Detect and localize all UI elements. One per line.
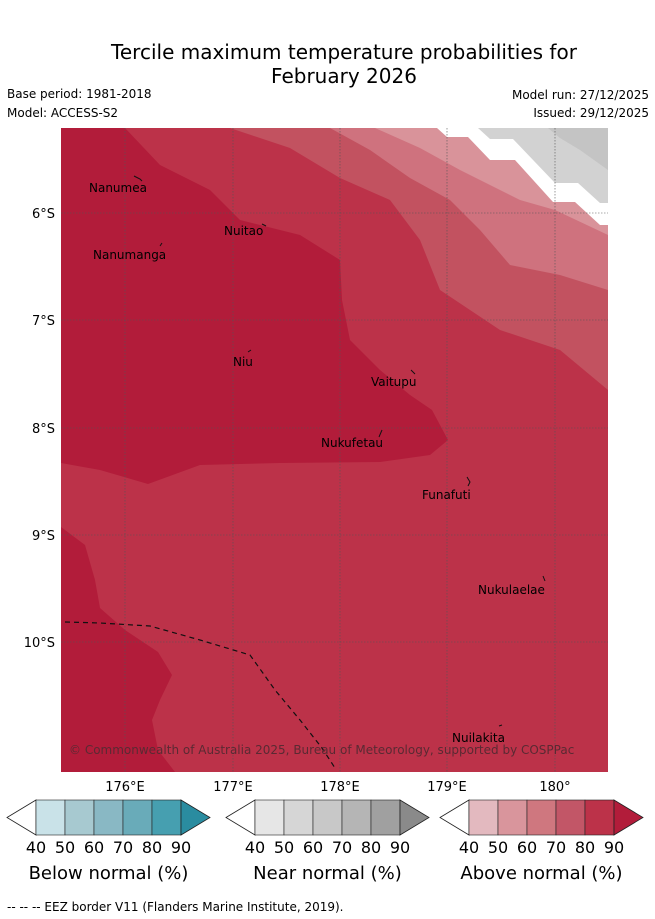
title-line-1: Tercile maximum temperature probabilitie… xyxy=(111,40,577,64)
issued-date: Issued: 29/12/2025 xyxy=(533,106,649,120)
island-nukulaelae xyxy=(542,575,546,582)
islands xyxy=(133,175,546,727)
legend-swatch xyxy=(370,799,401,836)
legend-tick-label: 50 xyxy=(54,838,76,857)
lon-label: 180° xyxy=(539,780,570,795)
lon-label: 176°E xyxy=(105,780,145,795)
legend-tick-label: 40 xyxy=(25,838,47,857)
legend-swatch xyxy=(254,799,285,836)
legend-tick-label: 60 xyxy=(516,838,538,857)
legend-tick-label: 80 xyxy=(360,838,382,857)
legend-tick-label: 90 xyxy=(170,838,192,857)
place-label: Nanumea xyxy=(89,181,147,195)
legend-title: Below normal (%) xyxy=(28,863,189,884)
region-near-50-60 xyxy=(548,128,608,170)
place-label: Nuilakita xyxy=(452,731,505,745)
place-label: Nukulaelae xyxy=(478,583,545,597)
island-nanumea xyxy=(133,175,143,182)
legend-swatch xyxy=(584,799,615,836)
map-title: Tercile maximum temperature probabilitie… xyxy=(0,40,655,88)
legend-tick-label: 70 xyxy=(112,838,134,857)
base-period: Base period: 1981-2018 xyxy=(7,87,152,101)
legend-tick-label: 60 xyxy=(83,838,105,857)
legend-swatch xyxy=(497,799,528,836)
legend-tick-label: 50 xyxy=(273,838,295,857)
model-run: Model run: 27/12/2025 xyxy=(511,88,649,102)
legend-tick-label: 40 xyxy=(244,838,266,857)
legend-tick-label: 80 xyxy=(574,838,596,857)
place-label: Nukufetau xyxy=(321,436,383,450)
legend-extend-low xyxy=(6,799,37,836)
lat-label: 10°S xyxy=(24,636,55,651)
legend-swatch xyxy=(93,799,124,836)
legend-tick-label: 90 xyxy=(603,838,625,857)
model-name: Model: ACCESS-S2 xyxy=(7,106,119,120)
lat-label: 9°S xyxy=(32,529,55,544)
copyright-notice: © Commonwealth of Australia 2025, Bureau… xyxy=(69,743,574,757)
island-niu xyxy=(247,349,252,353)
legend-near-normal xyxy=(225,799,430,836)
lat-label: 7°S xyxy=(32,314,55,329)
legend-swatch xyxy=(526,799,557,836)
legend-swatch xyxy=(555,799,586,836)
latitude-labels: 6°S 7°S 8°S 9°S 10°S xyxy=(24,207,55,651)
legend-tick-label: 70 xyxy=(545,838,567,857)
legend-extend-high xyxy=(399,799,430,836)
place-label: Vaitupu xyxy=(371,375,417,389)
legend-extend-high xyxy=(180,799,211,836)
region-above-90-south xyxy=(61,527,175,772)
legend-swatch xyxy=(122,799,153,836)
place-label: Funafuti xyxy=(422,488,471,502)
legend-tick-label: 60 xyxy=(302,838,324,857)
region-above-90 xyxy=(61,128,448,484)
island-nukufetau xyxy=(378,429,383,438)
lat-label: 6°S xyxy=(32,207,55,222)
legend-tick-label: 40 xyxy=(458,838,480,857)
legend-swatch xyxy=(468,799,499,836)
legend-swatch xyxy=(64,799,95,836)
legend-tick-label: 70 xyxy=(331,838,353,857)
lat-label: 8°S xyxy=(32,422,55,437)
place-label: Nuitao xyxy=(224,224,263,238)
island-nanumanga xyxy=(159,242,163,247)
graticule xyxy=(61,128,608,772)
legend-swatch xyxy=(283,799,314,836)
place-labels: Nanumea Nuitao Nanumanga Niu Vaitupu Nuk… xyxy=(89,181,545,745)
legend-title: Near normal (%) xyxy=(253,863,402,884)
island-nuilakita xyxy=(498,724,503,727)
legend-tick-label: 90 xyxy=(389,838,411,857)
eez-border xyxy=(64,621,336,769)
legend-tick-label: 50 xyxy=(487,838,509,857)
lon-label: 177°E xyxy=(213,780,253,795)
legend-below-normal xyxy=(6,799,211,836)
legend-swatch xyxy=(341,799,372,836)
map-area: Nanumea Nuitao Nanumanga Niu Vaitupu Nuk… xyxy=(61,128,608,772)
legend-swatch xyxy=(35,799,66,836)
legend-extend-low xyxy=(225,799,256,836)
eez-footnote: -- -- -- EEZ border V11 (Flanders Marine… xyxy=(7,900,344,914)
legend-swatch xyxy=(312,799,343,836)
place-label: Nanumanga xyxy=(93,248,166,262)
island-nuitao xyxy=(261,223,267,227)
island-vaitupu xyxy=(410,369,416,375)
place-label: Niu xyxy=(233,355,253,369)
island-funafuti xyxy=(466,476,471,487)
lon-label: 178°E xyxy=(320,780,360,795)
legend-extend-high xyxy=(613,799,644,836)
legend-title: Above normal (%) xyxy=(460,863,623,884)
legend-tick-label: 80 xyxy=(141,838,163,857)
lon-label: 179°E xyxy=(427,780,467,795)
legend-extend-low xyxy=(439,799,470,836)
title-line-2: February 2026 xyxy=(271,64,417,88)
longitude-labels: 176°E 177°E 178°E 179°E 180° xyxy=(105,780,570,795)
legend-swatch xyxy=(151,799,182,836)
legend-above-normal xyxy=(439,799,644,836)
